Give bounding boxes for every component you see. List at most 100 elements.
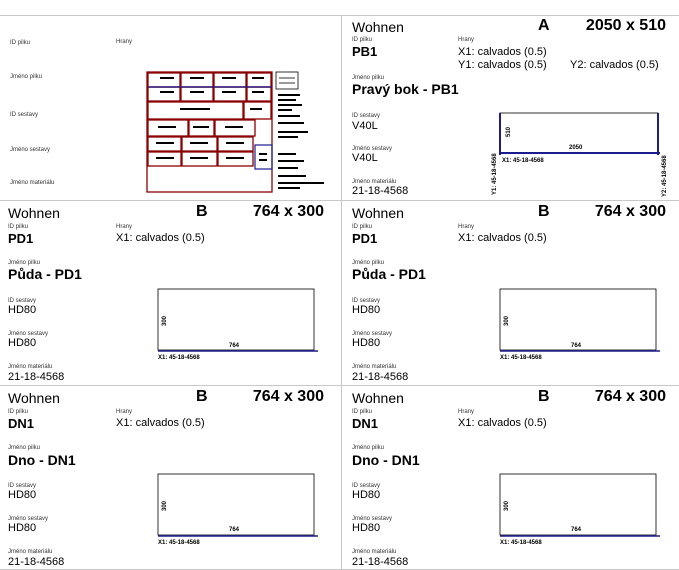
part-label-card: Wohnen B 764 x 300 ID pilku Hrany PD1 X1… bbox=[0, 200, 337, 385]
label-id-assembly: ID sestavy bbox=[8, 483, 37, 489]
width-label: 764 bbox=[571, 527, 582, 533]
width-label: 764 bbox=[229, 527, 240, 533]
cover-label: ID pilku Hrany Jméno pilku ID sestavy Jm… bbox=[0, 15, 337, 200]
assembly-id: HD80 bbox=[8, 304, 37, 316]
assembly-id: HD80 bbox=[8, 489, 37, 501]
label-edges: Hrany bbox=[458, 409, 475, 415]
label-assembly-name: Jméno sestavy bbox=[8, 331, 49, 337]
dimensions: 2050 x 510 bbox=[585, 17, 666, 34]
edge-y1: Y1: calvados (0.5) bbox=[458, 59, 547, 71]
label-assembly-name: Jméno sestavy bbox=[352, 331, 393, 337]
label-id-part: ID pilku bbox=[352, 224, 373, 230]
part-drawing: 764 300 X1: 45-18-4568 bbox=[157, 473, 318, 546]
label-part-name: Jméno pilku bbox=[8, 260, 41, 266]
part-name: Půda - PD1 bbox=[8, 266, 82, 282]
edge-x-label: X1: 45-18-4568 bbox=[158, 540, 200, 546]
label-assembly-name: Jméno sestavy bbox=[352, 146, 393, 152]
assembly-id: HD80 bbox=[352, 304, 381, 316]
label-material-name: Jméno materiálu bbox=[352, 364, 397, 370]
part-drawing: 2050 510 X1: 45-18-4568 Y1: 45-18-4568 Y… bbox=[492, 112, 668, 197]
project-name: Wohnen bbox=[352, 205, 404, 221]
part-name: Půda - PD1 bbox=[352, 266, 426, 282]
edge-x1: X1: calvados (0.5) bbox=[458, 46, 547, 58]
label-edges: Hrany bbox=[116, 409, 133, 415]
part-label-card: Wohnen B 764 x 300 ID pilku Hrany PD1 X1… bbox=[342, 200, 679, 385]
assembly-name: HD80 bbox=[8, 337, 37, 349]
edge-y2: Y2: calvados (0.5) bbox=[570, 59, 659, 71]
label-edges: Hrany bbox=[458, 37, 475, 43]
part-name: Pravý bok - PB1 bbox=[352, 81, 459, 97]
height-label: 300 bbox=[504, 500, 510, 511]
label-id-assembly: ID sestavy bbox=[352, 113, 381, 119]
divider bbox=[0, 15, 679, 16]
assembly-name: HD80 bbox=[352, 522, 381, 534]
label-id-assembly: ID sestavy bbox=[10, 112, 39, 118]
assembly-id: HD80 bbox=[352, 489, 381, 501]
project-name: Wohnen bbox=[8, 390, 60, 406]
part-id: PD1 bbox=[8, 231, 34, 246]
dimensions: 764 x 300 bbox=[594, 203, 666, 220]
part-id: PD1 bbox=[352, 231, 378, 246]
label-material-name: Jméno materiálu bbox=[352, 179, 397, 185]
material-code: 21-18-4568 bbox=[352, 371, 409, 383]
divider bbox=[0, 385, 679, 386]
part-outline bbox=[157, 288, 315, 351]
divider bbox=[341, 15, 342, 570]
edge-x1: X1: calvados (0.5) bbox=[458, 417, 547, 429]
grade: B bbox=[196, 388, 208, 405]
label-assembly-name: Jméno sestavy bbox=[8, 516, 49, 522]
part-id: DN1 bbox=[8, 416, 35, 431]
height-label: 510 bbox=[506, 126, 512, 137]
assembly-name: HD80 bbox=[8, 522, 37, 534]
assembly-name: V40L bbox=[352, 152, 378, 164]
label-part-name: Jméno pilku bbox=[352, 445, 385, 451]
edge-x-label: X1: 45-18-4568 bbox=[158, 355, 200, 361]
assembly-id: V40L bbox=[352, 120, 378, 132]
label-assembly-name: Jméno sestavy bbox=[352, 516, 393, 522]
edge-x-label: X1: 45-18-4568 bbox=[500, 355, 542, 361]
edge-x1: X1: calvados (0.5) bbox=[458, 232, 547, 244]
part-outline bbox=[499, 288, 657, 351]
cutting-layout-drawing bbox=[146, 71, 324, 193]
part-outline bbox=[157, 473, 315, 536]
label-edges: Hrany bbox=[116, 39, 133, 45]
part-label-card: Wohnen B 764 x 300 ID pilku Hrany DN1 X1… bbox=[0, 385, 337, 570]
project-name: Wohnen bbox=[8, 205, 60, 221]
label-id-part: ID pilku bbox=[10, 40, 31, 46]
dimensions: 764 x 300 bbox=[252, 203, 324, 220]
grade: A bbox=[538, 17, 550, 34]
material-code: 21-18-4568 bbox=[8, 556, 65, 568]
edge-x1: X1: calvados (0.5) bbox=[116, 417, 205, 429]
label-id-part: ID pilku bbox=[352, 409, 373, 415]
label-material-name: Jméno materiálu bbox=[8, 549, 53, 555]
label-edges: Hrany bbox=[458, 224, 475, 230]
part-id: DN1 bbox=[352, 416, 379, 431]
grade: B bbox=[196, 203, 208, 220]
label-part-name: Jméno pilku bbox=[8, 445, 41, 451]
part-label-card: Wohnen B 764 x 300 ID pilku Hrany DN1 X1… bbox=[342, 385, 679, 570]
label-id-part: ID pilku bbox=[8, 224, 29, 230]
height-label: 300 bbox=[504, 315, 510, 326]
label-material-name: Jméno materiálu bbox=[10, 180, 55, 186]
edge-x-label: X1: 45-18-4568 bbox=[502, 158, 544, 164]
height-label: 300 bbox=[162, 315, 168, 326]
assembly-name: HD80 bbox=[352, 337, 381, 349]
label-material-name: Jméno materiálu bbox=[8, 364, 53, 370]
label-edges: Hrany bbox=[116, 224, 133, 230]
edge-y2-label: Y2: 45-18-4568 bbox=[662, 155, 668, 197]
grade: B bbox=[538, 203, 550, 220]
height-label: 300 bbox=[162, 500, 168, 511]
label-id-assembly: ID sestavy bbox=[8, 298, 37, 304]
part-drawing: 764 300 X1: 45-18-4568 bbox=[499, 288, 660, 361]
dimensions: 764 x 300 bbox=[252, 388, 324, 405]
edge-x-label: X1: 45-18-4568 bbox=[500, 540, 542, 546]
part-id: PB1 bbox=[352, 44, 378, 59]
label-id-part: ID pilku bbox=[8, 409, 29, 415]
material-code: 21-18-4568 bbox=[8, 371, 65, 383]
part-drawing: 764 300 X1: 45-18-4568 bbox=[499, 473, 660, 546]
label-id-assembly: ID sestavy bbox=[352, 298, 381, 304]
label-material-name: Jméno materiálu bbox=[352, 549, 397, 555]
part-name: Dno - DN1 bbox=[8, 452, 76, 468]
part-drawing: 764 300 X1: 45-18-4568 bbox=[157, 288, 318, 361]
